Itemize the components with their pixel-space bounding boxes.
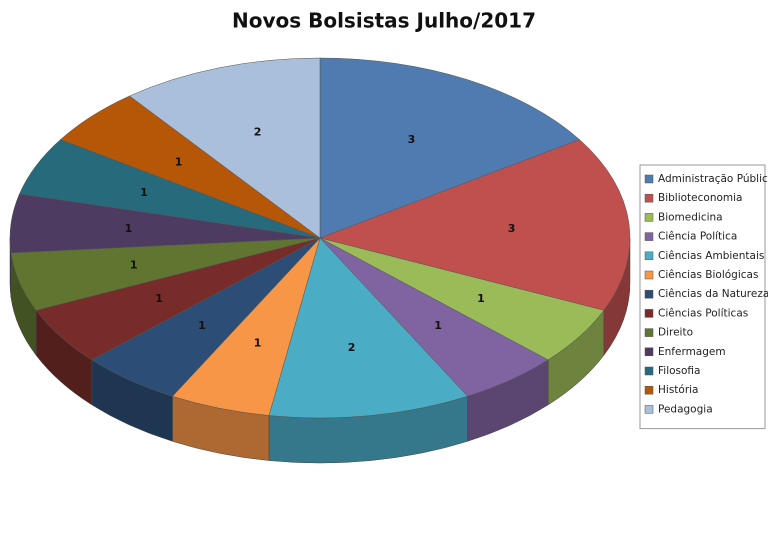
- data-label: 1: [155, 292, 163, 305]
- pie-slice: [129, 57, 321, 239]
- legend-label: Ciências da Natureza: [658, 288, 768, 300]
- data-label: 1: [434, 319, 442, 332]
- legend-label: Pedagogia: [658, 403, 713, 415]
- legend-label: Ciências Ambientais: [658, 250, 764, 262]
- legend-swatch: [644, 405, 654, 414]
- data-label: 1: [125, 222, 133, 235]
- legend-swatch: [644, 347, 654, 357]
- legend-box: [639, 164, 766, 430]
- legend-label: Administração Pública: [658, 173, 768, 185]
- legend-label: Direito: [658, 327, 693, 339]
- data-label: 1: [198, 319, 206, 332]
- legend-label: Biomedicina: [658, 211, 723, 223]
- legend-label: Filosofia: [658, 365, 700, 377]
- legend-label: História: [658, 384, 699, 396]
- data-label: 1: [130, 258, 138, 271]
- legend-swatch: [644, 289, 654, 299]
- data-label: 3: [508, 222, 516, 235]
- legend-label: Ciências Biológicas: [658, 269, 758, 281]
- pie-slice: [319, 139, 631, 311]
- legend-swatch: [644, 366, 654, 376]
- pie-slice: [268, 237, 468, 419]
- chart-title: Novos Bolsistas Julho/2017: [232, 9, 536, 33]
- pie-slice: [319, 57, 580, 239]
- legend-swatch: [644, 385, 654, 395]
- data-label: 1: [477, 292, 485, 305]
- legend-swatch: [644, 328, 654, 337]
- legend-swatch: [644, 251, 654, 261]
- data-label: 2: [254, 125, 262, 138]
- data-label: 1: [175, 155, 183, 168]
- legend-swatch: [644, 174, 654, 184]
- data-label: 1: [140, 186, 148, 199]
- legend-swatch: [644, 213, 654, 222]
- legend-label: Ciência Política: [658, 231, 737, 243]
- legend-label: Biblioteconomia: [658, 192, 742, 204]
- data-label: 2: [348, 341, 356, 354]
- legend-swatch: [644, 232, 654, 241]
- data-label: 1: [254, 337, 262, 350]
- legend-swatch: [644, 193, 654, 203]
- data-label: 3: [408, 133, 416, 146]
- legend-label: Enfermagem: [658, 346, 726, 358]
- legend-label: Ciências Políticas: [658, 307, 748, 319]
- legend-swatch: [644, 309, 654, 318]
- legend-swatch: [644, 270, 654, 280]
